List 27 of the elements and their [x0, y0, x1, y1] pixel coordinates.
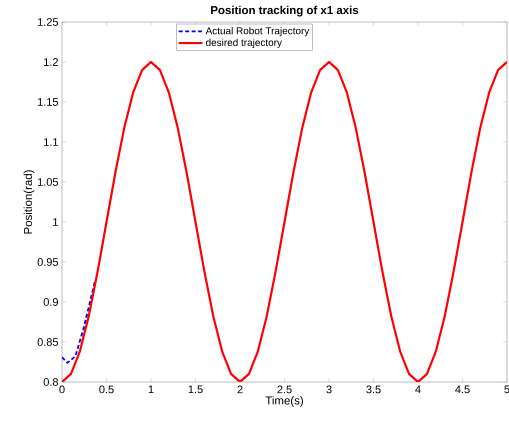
y-axis-title: Position(rad): [24, 170, 34, 234]
x-tick-label: 0.5: [99, 386, 114, 394]
y-tick-label: 1.2: [44, 58, 58, 66]
x-tick-label: 1: [148, 386, 154, 394]
y-tick-label: 1.15: [38, 98, 58, 106]
x-tick-label: 4.5: [455, 386, 470, 394]
x-tick-label: 3.5: [366, 386, 381, 394]
x-axis-title: Time(s): [266, 396, 303, 407]
y-tick-label: 1.25: [38, 18, 58, 26]
y-tick-label: 0.9: [44, 298, 58, 306]
y-tick-label: 0.85: [38, 338, 58, 346]
y-tick-label: 0.8: [44, 378, 58, 386]
y-tick-label: 1.05: [38, 178, 58, 186]
x-tick-label: 2.5: [277, 386, 292, 394]
y-tick-label: 1.1: [44, 138, 58, 146]
y-tick-label: 0.95: [38, 258, 58, 266]
x-tick-label: 2: [238, 386, 242, 394]
line-series: [62, 280, 96, 364]
x-tick-label: 3: [326, 386, 332, 394]
legend-label: desired trajectory: [206, 38, 282, 48]
x-tick-label: 0: [59, 386, 65, 394]
x-tick-label: 4: [415, 386, 421, 394]
y-tick-label: 1: [53, 218, 58, 226]
line-series: [62, 60, 507, 382]
x-tick-label: 1.5: [188, 386, 203, 394]
legend-label: Actual Robot Trajectory: [206, 26, 310, 36]
chart-title: Position tracking of x1 axis: [211, 6, 358, 16]
